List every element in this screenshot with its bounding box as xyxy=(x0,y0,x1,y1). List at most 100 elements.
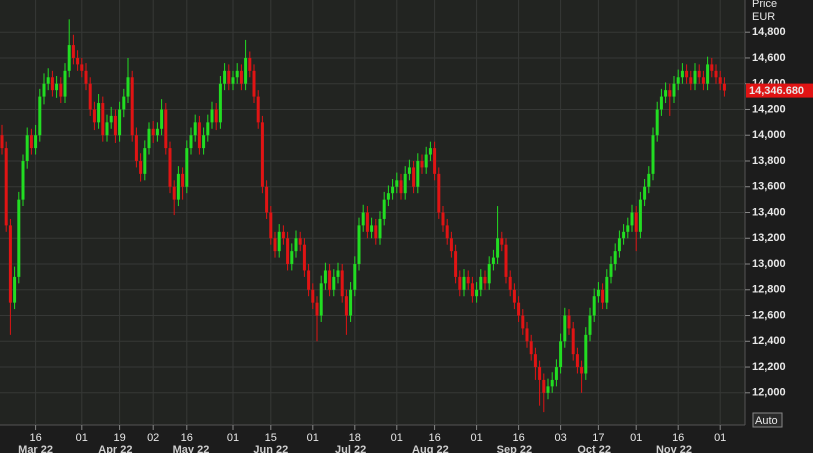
y-tick-label: 14,600 xyxy=(752,52,786,64)
candle-body xyxy=(475,289,479,297)
candle-body xyxy=(693,70,697,84)
candle-body xyxy=(109,115,113,123)
candle xyxy=(176,166,180,207)
candle xyxy=(76,50,80,71)
candle-body xyxy=(50,77,54,91)
candle-body xyxy=(441,212,445,226)
candle xyxy=(382,191,386,226)
candle xyxy=(454,244,458,284)
x-tick-label: 16 xyxy=(181,432,193,444)
candle-body xyxy=(571,328,575,355)
y-tick-label: 13,200 xyxy=(752,232,786,244)
candle xyxy=(416,153,420,194)
candle xyxy=(302,238,306,277)
x-tick-label: 01 xyxy=(391,432,403,444)
candle-body xyxy=(370,225,374,232)
month-label: May 22 xyxy=(173,444,210,453)
candle xyxy=(202,127,206,155)
candle xyxy=(479,269,483,297)
x-tick-label: 01 xyxy=(470,432,482,444)
candle xyxy=(109,106,113,129)
candle xyxy=(706,56,710,91)
candle xyxy=(80,57,84,78)
candle xyxy=(344,289,348,335)
candle xyxy=(4,141,8,232)
candle xyxy=(210,101,214,129)
candle-body xyxy=(630,212,634,226)
candle xyxy=(101,96,105,142)
candle-body xyxy=(491,257,495,265)
candle xyxy=(386,185,390,207)
candle-body xyxy=(281,231,285,239)
candle-body xyxy=(710,64,714,71)
month-label: Mar 22 xyxy=(18,444,53,453)
candle-body xyxy=(38,96,42,136)
candle xyxy=(701,70,705,91)
y-tick-label: 14,800 xyxy=(752,26,786,38)
candle xyxy=(365,206,369,239)
candle xyxy=(84,63,88,91)
candle xyxy=(349,282,353,322)
month-label: Sep 22 xyxy=(497,444,532,453)
candle xyxy=(378,211,382,245)
candle-body xyxy=(445,225,449,239)
candle-body xyxy=(122,96,126,110)
candle xyxy=(395,172,399,194)
candle-body xyxy=(290,251,294,265)
candle xyxy=(269,206,273,245)
candle-body xyxy=(302,244,306,271)
candle xyxy=(361,204,365,232)
candle-body xyxy=(118,109,122,136)
candle-body xyxy=(605,276,609,303)
auto-button-label[interactable]: Auto xyxy=(755,415,778,427)
candle-body xyxy=(101,103,105,136)
candle xyxy=(580,360,584,393)
candle xyxy=(462,269,466,297)
candle xyxy=(25,127,29,169)
candle-body xyxy=(315,302,319,316)
candle xyxy=(214,103,218,131)
candle-body xyxy=(479,276,483,290)
candle-body xyxy=(227,70,231,84)
candle-body xyxy=(130,77,134,136)
candle xyxy=(147,122,151,155)
candle-body xyxy=(470,283,474,297)
candle xyxy=(588,307,592,342)
candle-body xyxy=(25,135,29,161)
x-tick-label: 02 xyxy=(147,432,159,444)
candle-body xyxy=(529,341,533,355)
candle-body xyxy=(391,186,395,194)
candle-body xyxy=(210,109,214,123)
candle xyxy=(160,99,164,136)
candle-body xyxy=(487,264,491,284)
candle-body xyxy=(563,315,567,342)
x-tick-label: 16 xyxy=(512,432,524,444)
candle-body xyxy=(151,128,155,136)
candle xyxy=(281,225,285,245)
candle-body xyxy=(685,70,689,78)
candle xyxy=(277,224,281,258)
candle-body xyxy=(172,186,176,200)
x-tick-label: 01 xyxy=(307,432,319,444)
candle xyxy=(466,270,470,290)
candle xyxy=(155,122,159,142)
candle-body xyxy=(193,122,197,136)
candle xyxy=(315,296,319,342)
candle-body xyxy=(147,128,151,149)
candle-body xyxy=(420,160,424,168)
candle-body xyxy=(433,148,437,174)
candle xyxy=(88,77,92,116)
candle xyxy=(42,73,46,105)
candle xyxy=(437,167,441,219)
candle-body xyxy=(256,96,260,123)
candle-body xyxy=(424,154,428,168)
x-tick-label: 01 xyxy=(227,432,239,444)
candle-body xyxy=(567,315,571,329)
candle-body xyxy=(113,115,117,136)
auto-button[interactable] xyxy=(752,412,783,428)
y-tick-label: 12,800 xyxy=(752,284,786,296)
x-tick-label: 16 xyxy=(29,432,41,444)
candle xyxy=(634,206,638,252)
candle xyxy=(374,218,378,245)
candle xyxy=(67,19,71,78)
